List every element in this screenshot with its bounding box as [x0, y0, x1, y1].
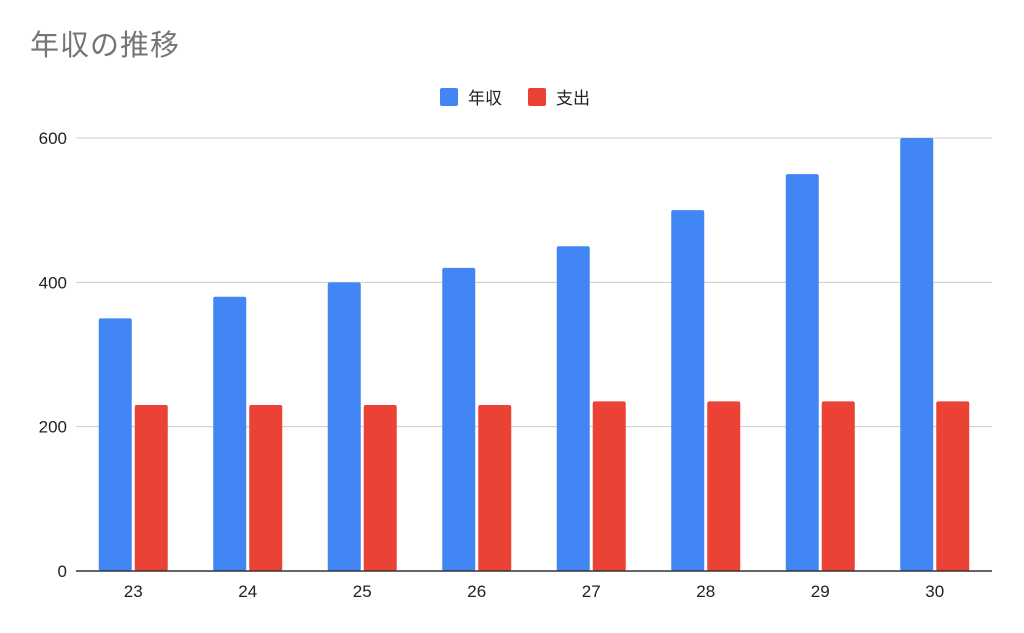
bar-income-28[interactable]	[671, 210, 705, 571]
x-tick-label: 27	[582, 582, 601, 601]
bar-expense-24[interactable]	[249, 405, 283, 571]
x-tick-label: 24	[238, 582, 257, 601]
bar-expense-30[interactable]	[936, 401, 970, 571]
legend-swatch-income	[440, 87, 458, 106]
bar-expense-28[interactable]	[707, 401, 741, 571]
x-tick-label: 25	[353, 582, 372, 601]
bar-income-27[interactable]	[556, 246, 590, 571]
bar-expense-23[interactable]	[134, 405, 168, 571]
x-tick-label: 23	[124, 582, 143, 601]
bar-expense-27[interactable]	[592, 401, 626, 571]
bar-expense-26[interactable]	[478, 405, 512, 571]
y-tick-label: 400	[39, 273, 67, 292]
bar-income-26[interactable]	[442, 267, 476, 571]
legend: 年収 支出	[0, 84, 1024, 109]
bar-income-29[interactable]	[785, 174, 819, 572]
bar-expense-29[interactable]	[821, 401, 855, 571]
bar-income-24[interactable]	[213, 296, 247, 571]
x-tick-label: 30	[925, 582, 944, 601]
y-tick-label: 200	[39, 418, 67, 437]
legend-swatch-expense	[528, 87, 546, 106]
y-tick-label: 0	[58, 562, 67, 581]
bar-expense-25[interactable]	[363, 405, 397, 571]
y-tick-label: 600	[39, 129, 67, 148]
legend-label-income: 年収	[468, 89, 502, 109]
legend-item-expense[interactable]: 支出	[528, 84, 590, 109]
legend-item-income[interactable]: 年収	[440, 84, 502, 109]
bar-income-25[interactable]	[327, 282, 361, 571]
x-tick-label: 28	[696, 582, 715, 601]
bar-income-23[interactable]	[98, 318, 132, 571]
x-tick-label: 26	[467, 582, 486, 601]
bar-income-30[interactable]	[900, 138, 934, 571]
legend-label-expense: 支出	[556, 89, 590, 109]
x-tick-label: 29	[811, 582, 830, 601]
chart-title: 年収の推移	[30, 28, 181, 62]
